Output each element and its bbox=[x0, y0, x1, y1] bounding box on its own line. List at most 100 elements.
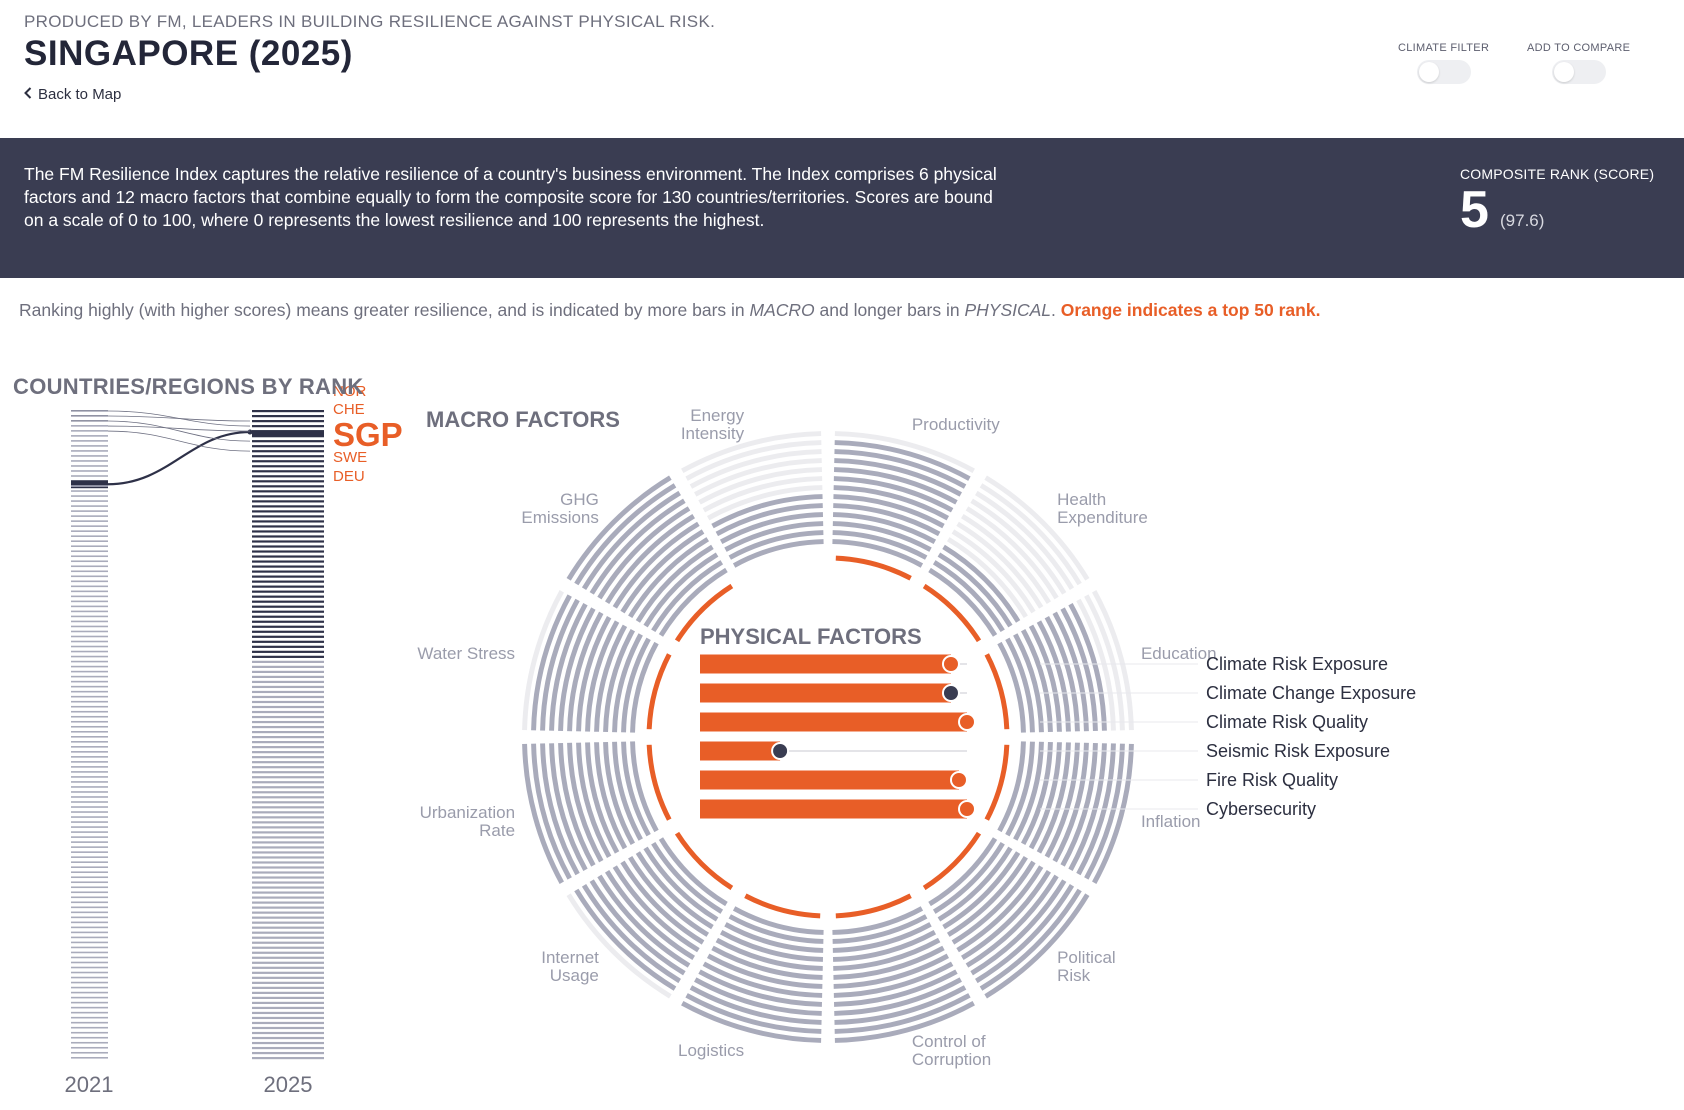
macro-bar bbox=[597, 874, 691, 968]
rank-line-2021 bbox=[71, 966, 108, 969]
macro-bar bbox=[946, 537, 1028, 619]
rank-line-2025 bbox=[252, 485, 324, 488]
rank-neighbor-connector bbox=[107, 425, 251, 432]
highlight-country-label: SGP bbox=[333, 416, 403, 453]
rank-line-2021 bbox=[71, 715, 108, 718]
rank-line-2025 bbox=[252, 986, 324, 989]
rank-line-2021 bbox=[71, 766, 108, 768]
neighbor-country-label: CHE bbox=[333, 401, 365, 418]
macro-bar bbox=[531, 743, 572, 880]
macro-bar bbox=[681, 1001, 822, 1043]
macro-factor-label-line: Political bbox=[1057, 948, 1116, 967]
rank-line-2021 bbox=[71, 776, 108, 778]
macro-bar bbox=[540, 743, 580, 876]
physical-bar bbox=[700, 654, 951, 674]
macro-bar bbox=[833, 945, 945, 980]
macro-bar bbox=[621, 741, 651, 837]
rank-neighbor-connector bbox=[107, 420, 251, 442]
rank-line-2025 bbox=[252, 615, 324, 618]
macro-factor-label-line: Logistics bbox=[678, 1041, 744, 1060]
rank-line-2021 bbox=[71, 751, 108, 753]
macro-bar bbox=[932, 560, 1005, 633]
macro-bar bbox=[643, 846, 719, 922]
physical-factor-label: Climate Change Exposure bbox=[1206, 683, 1416, 703]
rank-line-2025 bbox=[252, 886, 324, 889]
legend-text-3: . bbox=[1051, 300, 1061, 320]
rank-line-2021 bbox=[71, 485, 108, 487]
back-to-map-link[interactable]: Back to Map bbox=[24, 86, 121, 103]
macro-bar bbox=[832, 922, 932, 953]
rank-line-2025 bbox=[252, 821, 324, 824]
composite-score-value: (97.6) bbox=[1500, 211, 1545, 230]
rank-line-2021 bbox=[71, 585, 108, 588]
macro-bar bbox=[698, 969, 822, 1007]
macro-bar bbox=[689, 985, 822, 1025]
rank-line-2025 bbox=[252, 450, 324, 453]
rank-line-2021 bbox=[71, 931, 108, 934]
macro-bar bbox=[834, 440, 971, 481]
macro-bar bbox=[585, 620, 620, 732]
rank-line-2021 bbox=[71, 540, 108, 542]
macro-bar bbox=[1052, 611, 1089, 732]
rank-line-2025 bbox=[252, 891, 324, 894]
rank-line-2025 bbox=[252, 796, 324, 799]
macro-bar bbox=[1076, 598, 1116, 731]
rank-line-2025 bbox=[252, 505, 324, 508]
macro-bar bbox=[715, 937, 823, 971]
macro-factor-label-line: Intensity bbox=[681, 424, 745, 443]
macro-segment: Energy Intensity bbox=[681, 406, 824, 568]
macro-factor-label-line: Risk bbox=[1057, 966, 1091, 985]
rank-line-2025 bbox=[252, 665, 324, 668]
macro-factor-label: Control of Corruption bbox=[912, 1032, 991, 1069]
rank-line-2021 bbox=[71, 470, 108, 472]
macro-bar bbox=[965, 506, 1059, 600]
macro-bar bbox=[834, 985, 967, 1025]
macro-top50-arc bbox=[922, 583, 982, 643]
macro-bar bbox=[651, 841, 724, 914]
rank-line-2025 bbox=[252, 1006, 324, 1010]
rank-line-2025 bbox=[252, 475, 324, 478]
macro-bar bbox=[728, 914, 824, 944]
rank-line-2025 bbox=[252, 595, 324, 598]
rank-line-2021 bbox=[71, 1031, 108, 1034]
macro-bar bbox=[832, 539, 924, 568]
rank-line-2025 bbox=[252, 675, 324, 679]
rank-line-2025 bbox=[252, 946, 324, 949]
macro-bar bbox=[630, 641, 659, 733]
rank-line-2025 bbox=[252, 786, 324, 789]
macro-segment: Urbanization Rate bbox=[420, 741, 672, 884]
rank-line-2025 bbox=[252, 695, 324, 699]
macro-bar bbox=[1005, 637, 1035, 733]
macro-bar bbox=[531, 594, 572, 731]
rank-line-2025 bbox=[252, 966, 324, 969]
physical-factor-label: Fire Risk Quality bbox=[1206, 770, 1338, 790]
climate-filter-toggle[interactable] bbox=[1416, 60, 1471, 84]
macro-bar bbox=[1036, 620, 1071, 732]
rank-line-2021 bbox=[71, 520, 108, 522]
rank-line-2025 bbox=[252, 841, 324, 844]
legend-macro: MACRO bbox=[749, 300, 815, 320]
macro-bar bbox=[1044, 742, 1080, 859]
macro-bar bbox=[834, 969, 958, 1007]
macro-bar bbox=[574, 888, 677, 991]
rank-line-2025 bbox=[252, 921, 324, 924]
macro-factor-label: Education bbox=[1141, 644, 1217, 663]
rank-line-2021 bbox=[71, 500, 108, 502]
macro-segment: Water Stress bbox=[417, 590, 672, 733]
macro-bar bbox=[961, 514, 1051, 604]
rank-line-2025 bbox=[252, 610, 324, 613]
rank-line-2021 bbox=[71, 535, 108, 537]
macro-segment: Health Expenditure bbox=[922, 475, 1148, 643]
rank-line-2021 bbox=[71, 991, 108, 994]
macro-bar bbox=[1020, 741, 1053, 846]
rank-line-2021 bbox=[71, 435, 108, 437]
rank-change-connector bbox=[107, 430, 251, 486]
rank-line-2025 bbox=[252, 951, 324, 954]
macro-bar bbox=[1013, 741, 1044, 841]
rank-line-2025 bbox=[252, 911, 324, 914]
neighbor-country-label: NOR bbox=[333, 383, 367, 400]
add-to-compare-toggle[interactable] bbox=[1551, 60, 1606, 84]
rank-line-2025 bbox=[252, 680, 324, 684]
rank-line-2025 bbox=[252, 1046, 324, 1050]
rank-line-2021 bbox=[71, 560, 108, 563]
